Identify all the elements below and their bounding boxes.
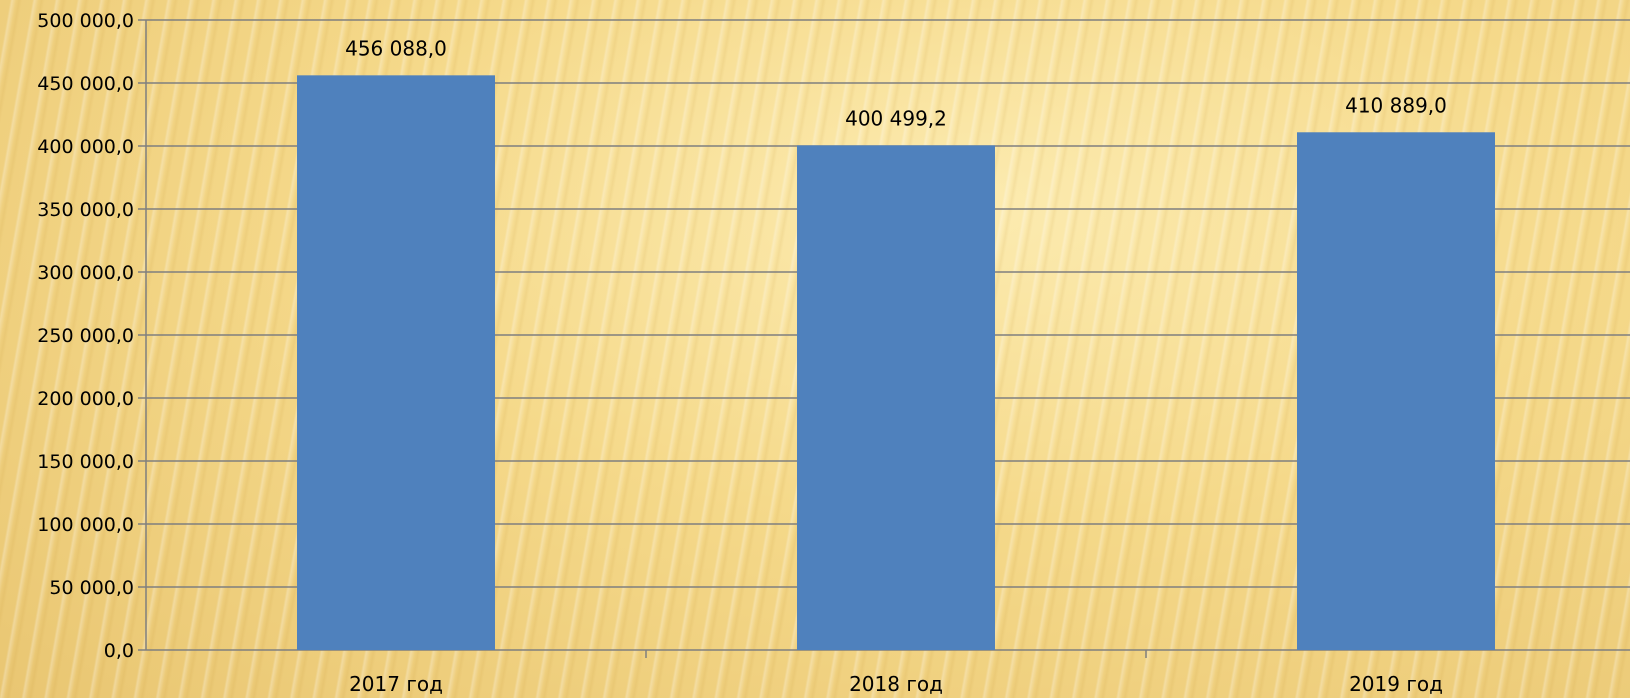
y-tick-label: 450 000,0 xyxy=(37,73,134,95)
y-tick-label: 500 000,0 xyxy=(37,10,134,32)
y-tick-label: 300 000,0 xyxy=(37,262,134,284)
bar xyxy=(297,75,495,651)
x-category-label: 2018 год xyxy=(849,672,943,696)
bar-data-label: 400 499,2 xyxy=(845,106,947,130)
bar-data-label: 410 889,0 xyxy=(1345,93,1447,117)
y-tick-label: 200 000,0 xyxy=(37,388,134,410)
y-tick-label: 250 000,0 xyxy=(37,325,134,347)
x-category-label: 2017 год xyxy=(349,672,443,696)
y-tick-label: 50 000,0 xyxy=(49,577,134,599)
y-tick-label: 400 000,0 xyxy=(37,136,134,158)
y-tick-label: 0,0 xyxy=(104,640,134,662)
bar xyxy=(797,145,995,650)
x-category-label: 2019 год xyxy=(1349,672,1443,696)
y-tick-label: 150 000,0 xyxy=(37,451,134,473)
y-tick-label: 350 000,0 xyxy=(37,199,134,221)
y-tick-label: 100 000,0 xyxy=(37,514,134,536)
bar xyxy=(1297,132,1495,651)
bar-data-label: 456 088,0 xyxy=(345,36,447,60)
